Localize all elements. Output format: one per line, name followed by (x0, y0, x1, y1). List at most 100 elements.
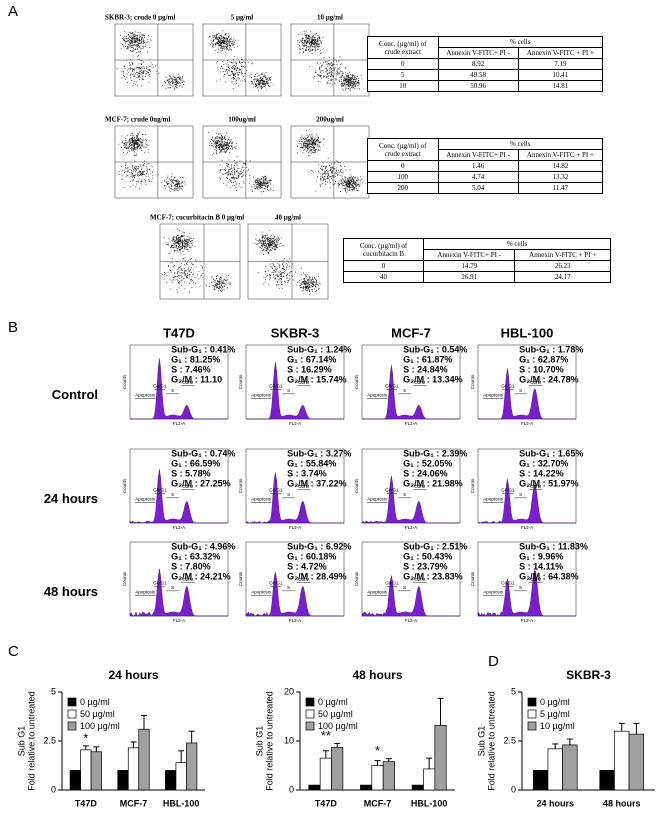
cycle-stat: S : 16.29% (287, 364, 332, 374)
histogram (362, 365, 460, 420)
y-tick-label: 2.5 (43, 735, 56, 745)
bar (628, 733, 645, 791)
x-tick-label: MCF-7 (364, 798, 392, 808)
table-subheader-row: Annexin V-FITC+ PI - Annexin V-FITC + PI … (368, 149, 604, 161)
flow-dots (208, 30, 274, 91)
table-cell: 0 (367, 160, 439, 172)
x-tick-label: T47D (315, 798, 338, 808)
gate-label: Apoptosis (483, 496, 504, 501)
table-subheader-cell: Annexin V-FITC + PI + (517, 149, 604, 161)
legend-swatch (67, 697, 77, 707)
table-subheader-cell: Annexin V-FITC + PI + (514, 249, 611, 261)
cycle-stat: S : 3.74% (287, 468, 327, 478)
bar (90, 751, 102, 791)
y-axis-label: Sub G1 (254, 726, 264, 757)
cycle-stat: G₂/M : 64.38% (519, 571, 579, 581)
table-header-row: Conc. (µg/ml) of crude extract% cells (367, 138, 603, 161)
axis-label: Counts (470, 571, 475, 586)
table-subheader-row: Annexin V-FITC+ PI - Annexin V-FITC + PI … (344, 249, 611, 261)
table-row: 100 4.74 13.32 (367, 171, 604, 183)
cycle-stat: Sub-G₁ : 1.65% (519, 448, 583, 458)
cycle-stat: G₂/M : 15.74% (287, 374, 347, 384)
axis-label: Counts (470, 478, 475, 493)
gate-label: G0/G1 (269, 488, 283, 493)
gate-label: Apoptosis (483, 392, 504, 397)
cycle-stat: S : 7.80% (171, 561, 211, 571)
table-cell: 40 (342, 271, 425, 283)
bar (186, 742, 198, 791)
y-tick-label: 10 (284, 735, 294, 745)
bar (360, 784, 373, 791)
table-cell: 50.96 (437, 80, 519, 92)
cycle-stat: G₂/M : 37.22% (287, 478, 347, 488)
chart-title: 48 hours (352, 668, 402, 682)
cycle-stat: G₁ : 32.70% (519, 458, 568, 468)
error-bar (374, 760, 381, 766)
cycle-stat: Sub-G₁ : 0.54% (403, 344, 467, 354)
plot-title: 100ug/ml (228, 116, 256, 124)
gate-label: G2/M (530, 577, 541, 582)
axis-label: Counts (238, 571, 243, 586)
gate-label: G0/G1 (501, 581, 515, 586)
legend-swatch (527, 721, 537, 731)
error-bar (437, 697, 444, 726)
histogram-frame (129, 448, 229, 524)
bar (138, 728, 150, 791)
flow-dots (254, 230, 321, 295)
gate-label: G2/M (182, 484, 193, 489)
cycle-stat: S : 7.46% (171, 364, 211, 374)
histogram-frame (245, 448, 345, 524)
legend-label: 0 µg/ml (318, 697, 348, 707)
histogram-frame (477, 448, 577, 524)
row-label: Control (52, 387, 98, 402)
cycle-stat: S : 5.78% (171, 468, 211, 478)
legend-label: 0 µg/ml (80, 697, 110, 707)
bar (614, 730, 630, 791)
table-cell: 11.47 (517, 182, 604, 194)
bar (547, 748, 563, 791)
table-subheader-cell: Annexin V-FITC + PI + (517, 47, 604, 59)
cycle-stat: G₂/M : 28.49% (287, 571, 347, 581)
table-cell: 8.92 (437, 58, 519, 70)
legend-label: 10 µg/ml (540, 721, 575, 731)
table-cell: 14.82 (517, 160, 604, 172)
data-table: Conc. (µg/ml) of cucurbitacin B% cells An… (342, 238, 611, 283)
legend-swatch (305, 709, 315, 719)
gate-label: Apoptosis (135, 589, 156, 594)
histogram (129, 568, 228, 617)
cycle-stat: Sub-G₁ : 1.78% (519, 344, 583, 354)
cycle-stat: G₁ : 61.87% (403, 354, 452, 364)
histogram (246, 361, 344, 420)
table-cell: 200 (367, 182, 439, 194)
axis-label: FL2-A (521, 421, 533, 426)
bar (371, 765, 384, 791)
gate-label: S (403, 388, 406, 393)
bar (69, 770, 81, 791)
gate-label: G0/G1 (153, 488, 167, 493)
column-header: MCF-7 (391, 325, 431, 340)
gate-label: G2/M (298, 577, 309, 582)
axis-label: Counts (470, 374, 475, 389)
row-label: 48 hours (44, 584, 98, 599)
histogram-frame (361, 344, 461, 420)
bar (165, 770, 177, 791)
column-header: HBL-100 (501, 325, 554, 340)
gate-label: S (519, 388, 522, 393)
gate-label: S (403, 585, 406, 590)
table-row: 40 26.91 24.17 (342, 271, 611, 283)
axis-label: FL2-A (521, 525, 533, 530)
histogram (477, 569, 576, 617)
gate-label: G0/G1 (385, 384, 399, 389)
bar (308, 784, 321, 791)
bar (175, 762, 187, 791)
y-tick-label: 5 (51, 686, 56, 696)
cycle-stat: Sub-G₁ : 6.92% (287, 541, 351, 551)
histogram (129, 469, 228, 524)
y-axis-label: Fold relative to untreated (486, 691, 496, 791)
bar (562, 744, 578, 791)
gate-label: G2/M (414, 577, 425, 582)
legend-swatch (527, 697, 537, 707)
data-table: Conc. (µg/ml) of crude extract% cells Ann… (367, 36, 604, 92)
y-tick-label: 20 (284, 686, 294, 696)
